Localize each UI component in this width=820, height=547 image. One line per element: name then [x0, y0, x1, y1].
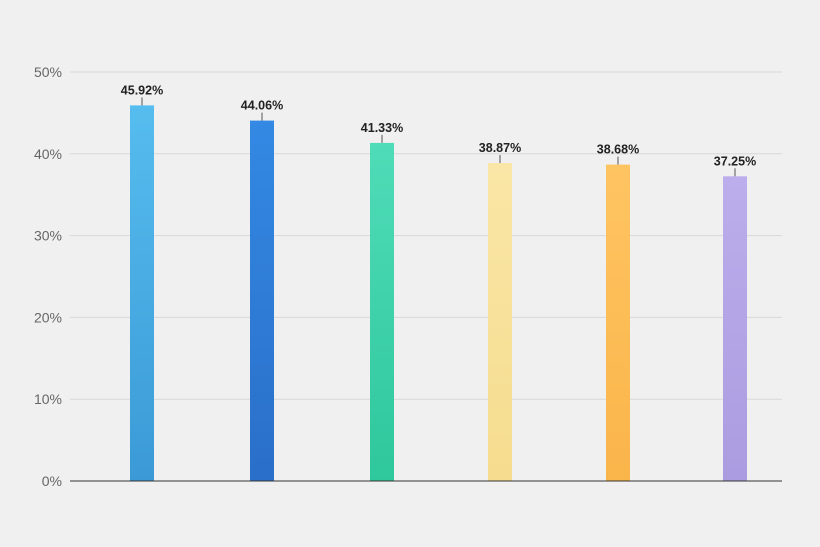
y-tick-label: 30%	[34, 228, 62, 244]
data-labels: 45.92% 44.06% 41.33% 38.87% 38.68% 37.25%	[121, 83, 756, 177]
data-label: 38.68%	[597, 143, 639, 157]
bar	[130, 105, 154, 482]
y-tick-label: 20%	[34, 309, 62, 325]
y-axis-ticks: 0% 10% 20% 30% 40% 50%	[34, 64, 62, 489]
bar	[723, 176, 747, 482]
data-label: 38.87%	[479, 141, 521, 155]
bar	[606, 164, 630, 481]
bars	[130, 105, 747, 482]
data-label: 45.92%	[121, 83, 163, 97]
y-tick-label: 50%	[34, 64, 62, 80]
data-label: 37.25%	[714, 154, 756, 168]
y-tick-label: 0%	[42, 473, 62, 489]
data-label: 41.33%	[361, 121, 403, 135]
y-tick-label: 40%	[34, 146, 62, 162]
bar	[488, 163, 512, 481]
grid-lines	[70, 71, 782, 400]
bar	[250, 120, 274, 481]
data-label: 44.06%	[241, 99, 283, 113]
y-tick-label: 10%	[34, 391, 62, 407]
bar	[370, 142, 394, 481]
